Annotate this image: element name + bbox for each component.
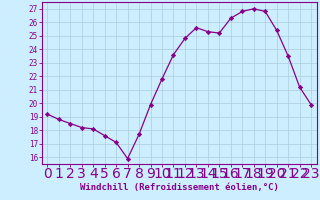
X-axis label: Windchill (Refroidissement éolien,°C): Windchill (Refroidissement éolien,°C) [80,183,279,192]
